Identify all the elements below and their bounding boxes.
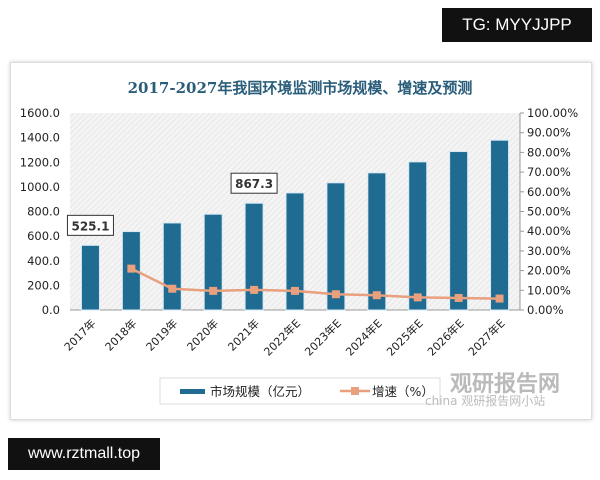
bar [367, 172, 387, 311]
bar [203, 213, 223, 311]
right-y-tick-label: 100.00% [527, 106, 578, 120]
data-label-box [230, 172, 278, 194]
right-y-tick-label: 40.00% [527, 224, 571, 238]
x-tick-label: 2019年 [143, 316, 180, 353]
logo-watermark: 观研报告网 [450, 372, 561, 397]
left-y-tick-label: 200.0 [27, 278, 60, 292]
left-y-tick-label: 600.0 [27, 229, 60, 243]
x-tick-label: 2026年E [424, 316, 466, 358]
right-y-tick-label: 0.00% [527, 303, 564, 317]
right-y-tick-label: 30.00% [527, 244, 571, 258]
x-tick-label: 2024年E [343, 316, 385, 358]
right-y-tick-label: 20.00% [527, 264, 571, 278]
right-y-tick-label: 80.00% [527, 145, 571, 159]
x-tick-label: 2025年E [383, 316, 425, 358]
x-tick-label: 2021年 [225, 316, 262, 353]
legend-box [159, 377, 441, 405]
bar [162, 222, 182, 311]
bar [449, 151, 469, 311]
data-label: 525.1 [71, 219, 109, 233]
x-tick-label: 2018年 [102, 316, 139, 353]
right-y-tick-label: 50.00% [527, 205, 571, 219]
x-tick-label: 2020年 [184, 316, 221, 353]
chart-title: 2017-2027年我国环境监测市场规模、增速及预测 [128, 79, 473, 97]
growth-line [130, 267, 500, 300]
logo-sub-watermark: china 观研报告网小站 [425, 394, 546, 408]
right-y-tick-label: 90.00% [527, 126, 571, 140]
bar [490, 139, 510, 311]
data-label-box [66, 214, 114, 236]
growth-marker [291, 286, 299, 295]
tg-watermark: TG: MYYJJPP [442, 8, 592, 42]
left-y-tick-label: 800.0 [27, 205, 60, 219]
bar [285, 192, 305, 311]
growth-marker [209, 286, 218, 295]
right-y-tick-label: 60.00% [527, 185, 571, 199]
left-y-tick-label: 0.0 [42, 303, 60, 317]
legend-line-label: 增速（%） [372, 384, 434, 399]
left-y-tick-label: 1200.0 [20, 155, 60, 169]
growth-marker [454, 293, 463, 302]
x-tick-label: 2022年E [261, 316, 303, 358]
legend-bar-label: 市场规模（亿元） [210, 384, 310, 399]
site-watermark: www.rztmall.top [8, 438, 160, 470]
growth-marker [127, 264, 136, 273]
left-y-tick-label: 1600.0 [20, 106, 60, 120]
x-tick-label: 2027年E [465, 316, 507, 358]
growth-marker [168, 284, 177, 293]
growth-marker [495, 294, 504, 303]
data-label: 867.3 [235, 177, 273, 191]
bar [80, 244, 100, 311]
growth-marker [331, 290, 340, 299]
left-y-tick-label: 1400.0 [20, 131, 60, 145]
x-tick-label: 2017年 [61, 316, 98, 353]
growth-marker [372, 291, 381, 300]
legend-bar-swatch [180, 389, 205, 394]
x-tick-label: 2023年E [302, 316, 344, 358]
bar [408, 161, 428, 311]
left-y-tick-label: 400.0 [27, 254, 60, 268]
legend-line-marker [351, 387, 359, 395]
bar [244, 202, 264, 311]
left-y-tick-label: 1000.0 [20, 180, 60, 194]
right-y-tick-label: 10.00% [527, 283, 571, 297]
right-y-tick-label: 70.00% [527, 165, 571, 179]
growth-marker [413, 293, 422, 302]
bar [326, 182, 346, 311]
growth-marker [250, 285, 259, 294]
